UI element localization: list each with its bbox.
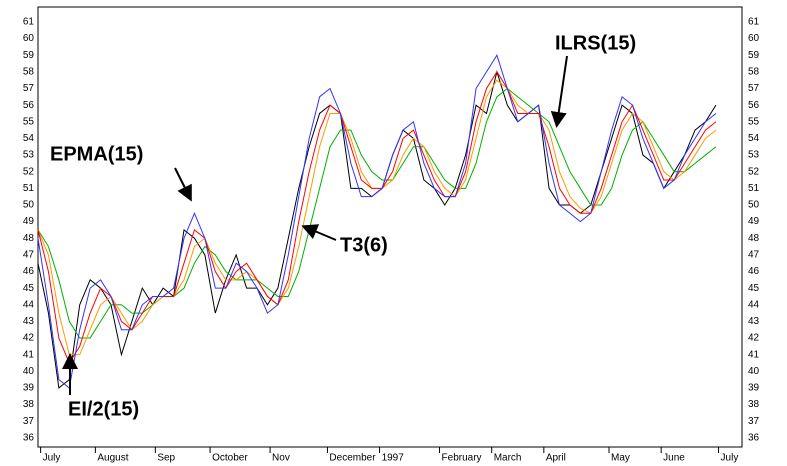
y2-tick-label: 42	[748, 333, 760, 344]
y2-tick-label: 52	[748, 166, 760, 177]
y2-tick-label: 50	[748, 200, 760, 211]
y2-tick-label: 49	[748, 216, 760, 227]
annotation-arrow	[550, 55, 568, 128]
y2-tick-label: 45	[748, 283, 760, 294]
y-tick-label: 46	[23, 266, 35, 277]
y-tick-label: 36	[23, 432, 35, 443]
x-tick-label: May	[611, 453, 630, 464]
y-tick-label: 45	[23, 283, 35, 294]
y2-tick-label: 37	[748, 416, 760, 427]
x-tick-label: April	[546, 453, 566, 464]
series-line	[37, 87, 717, 339]
y2-tick-label: 60	[748, 33, 760, 44]
y-tick-label: 59	[23, 50, 35, 61]
y2-tick-label: 61	[748, 17, 760, 28]
y2-tick-label: 54	[748, 133, 760, 144]
y2-tick-label: 56	[748, 100, 760, 111]
annotation: EI/2(15)	[68, 398, 139, 420]
y2-tick-label: 43	[748, 316, 760, 327]
x-tick-label: March	[494, 453, 522, 464]
y2-tick-label: 57	[748, 83, 760, 94]
y2-tick-label: 58	[748, 67, 760, 78]
y-tick-label: 61	[23, 17, 35, 28]
y-tick-label: 56	[23, 100, 35, 111]
y2-tick-label: 55	[748, 116, 760, 127]
y-tick-label: 55	[23, 116, 35, 127]
x-tick-label: Sep	[157, 453, 175, 464]
y2-tick-label: 41	[748, 349, 760, 360]
x-tick-label: 1997	[382, 453, 405, 464]
y-tick-label: 52	[23, 166, 35, 177]
y-tick-label: 43	[23, 316, 35, 327]
annotation: ILRS(15)	[555, 32, 636, 54]
y-tick-label: 38	[23, 399, 35, 410]
y2-tick-label: 47	[748, 250, 760, 261]
y-tick-label: 42	[23, 333, 35, 344]
x-tick-label: October	[212, 453, 248, 464]
y-tick-label: 41	[23, 349, 35, 360]
y-tick-label: 54	[23, 133, 35, 144]
y2-tick-label: 40	[748, 366, 760, 377]
plot-frame	[37, 6, 743, 448]
y-tick-label: 37	[23, 416, 35, 427]
y2-tick-label: 46	[748, 266, 760, 277]
x-tick-label: July	[43, 453, 61, 464]
annotation: T3(6)	[340, 234, 388, 256]
y2-tick-label: 53	[748, 150, 760, 161]
y-tick-label: 40	[23, 366, 35, 377]
y-tick-label: 53	[23, 150, 35, 161]
y2-tick-label: 39	[748, 383, 760, 394]
y-tick-label: 51	[23, 183, 35, 194]
y2-tick-label: 44	[748, 299, 760, 310]
x-tick-label: August	[97, 453, 128, 464]
y-tick-label: 47	[23, 250, 35, 261]
y-tick-label: 60	[23, 33, 35, 44]
y2-tick-label: 48	[748, 233, 760, 244]
x-tick-label: July	[721, 453, 739, 464]
x-tick-label: June	[663, 453, 685, 464]
series-line	[37, 54, 717, 389]
x-tick-label: December	[329, 453, 376, 464]
y-tick-label: 44	[23, 299, 35, 310]
y-tick-label: 49	[23, 216, 35, 227]
series-line	[37, 70, 717, 365]
y-tick-label: 39	[23, 383, 35, 394]
y-tick-label: 58	[23, 67, 35, 78]
y-tick-label: 50	[23, 200, 35, 211]
y-tick-label: 48	[23, 233, 35, 244]
annotation: EPMA(15)	[50, 143, 143, 165]
x-tick-label: February	[442, 453, 482, 464]
y2-tick-label: 36	[748, 432, 760, 443]
x-tick-label: Nov	[272, 453, 290, 464]
y-tick-label: 57	[23, 83, 35, 94]
y2-tick-label: 51	[748, 183, 760, 194]
annotation-arrow	[301, 224, 337, 241]
y2-tick-label: 38	[748, 399, 760, 410]
annotation-arrow	[174, 167, 192, 202]
y2-tick-label: 59	[748, 50, 760, 61]
